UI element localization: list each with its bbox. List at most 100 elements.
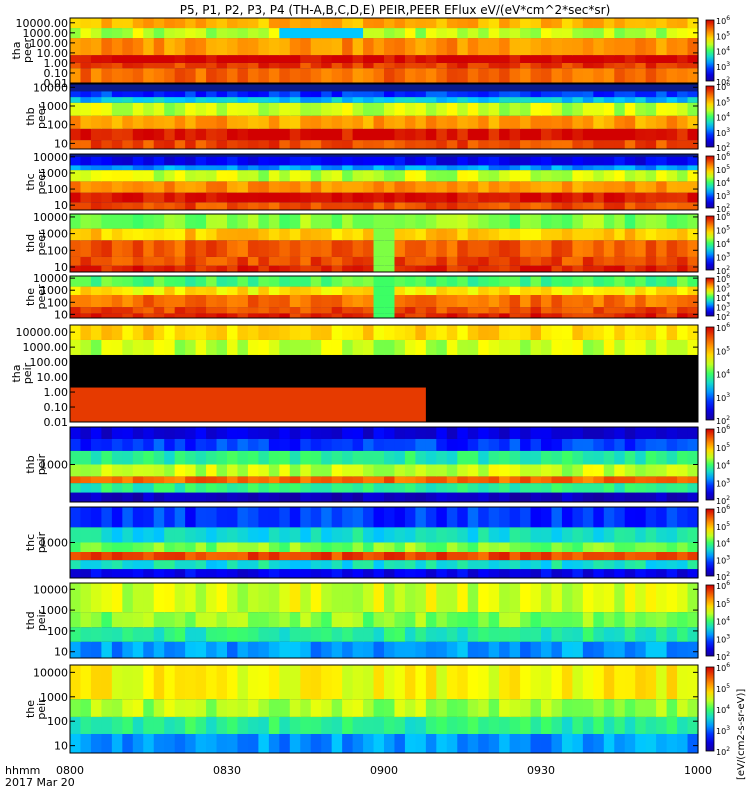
spectrogram-cell [436, 527, 448, 543]
spectrogram-cell [488, 560, 500, 570]
spectrogram-cell [541, 165, 553, 171]
spectrogram-cell [227, 18, 239, 29]
spectrogram-cell [80, 492, 92, 502]
spectrogram-cell [645, 492, 657, 502]
spectrogram-cell [572, 192, 584, 203]
spectrogram-cell [425, 128, 437, 141]
spectrogram-cell [111, 492, 123, 502]
spectrogram-cell [122, 128, 134, 141]
spectrogram-cell [467, 492, 479, 502]
spectrogram-cell [561, 62, 573, 69]
spectrogram-cell [415, 733, 427, 753]
spectrogram-cell [436, 627, 448, 642]
colorbar-tick-label: 105 [716, 683, 730, 694]
spectrogram-cell [394, 102, 406, 116]
spectrogram-cell [436, 181, 448, 193]
spectrogram-cell [394, 68, 406, 83]
spectrogram-cell [195, 170, 207, 182]
spectrogram-cell [687, 240, 699, 257]
spectrogram-cell [645, 181, 657, 193]
spectrogram-cell [499, 612, 511, 628]
spectrogram-cell [404, 325, 416, 340]
spectrogram-cell [321, 256, 333, 266]
spectrogram-cell [551, 464, 563, 477]
spectrogram-cell [404, 733, 416, 753]
spectrogram-cell [111, 569, 123, 578]
spectrogram-cell [467, 228, 479, 241]
spectrogram-cell [425, 427, 437, 439]
spectrogram-cell [645, 507, 657, 528]
spectrogram-cell [195, 450, 207, 465]
spectrogram-cell [593, 427, 605, 439]
spectrogram-cell [195, 165, 207, 171]
spectrogram-cell [603, 612, 615, 628]
spectrogram-cell [321, 438, 333, 451]
spectrogram-cell [467, 240, 479, 257]
spectrogram-cell [363, 527, 375, 543]
spectrogram-cell [425, 716, 437, 734]
spectrogram-cell [90, 560, 102, 570]
spectrogram-cell [582, 716, 594, 734]
spectrogram-cell [237, 276, 249, 287]
spectrogram-cell [247, 55, 259, 63]
spectrogram-cell [237, 733, 249, 753]
spectrogram-cell [635, 128, 647, 141]
spectrogram-cell [572, 91, 584, 98]
spectrogram-cell [363, 295, 375, 308]
spectrogram-cell [624, 18, 636, 29]
spectrogram-cell [373, 295, 385, 308]
spectrogram-cell [394, 28, 406, 39]
spectrogram-cell [143, 627, 155, 642]
spectrogram-cell [614, 165, 626, 171]
spectrogram-cell [457, 438, 469, 451]
spectrogram-cell [247, 62, 259, 69]
spectrogram-cell [101, 569, 113, 578]
spectrogram-cell [195, 476, 207, 484]
spectrogram-cell [394, 140, 406, 149]
spectrogram-cell [310, 115, 322, 129]
spectrogram-cell [645, 91, 657, 98]
spectrogram-cell [321, 18, 333, 29]
spectrogram-cell [206, 507, 218, 528]
spectrogram-cell [509, 18, 521, 29]
spectrogram-cell [520, 202, 532, 210]
spectrogram-cell [331, 427, 343, 439]
spectrogram-cell [446, 464, 458, 477]
spectrogram-cell [164, 128, 176, 141]
spectrogram-cell [666, 28, 678, 39]
spectrogram-cell [541, 91, 553, 98]
spectrogram-cell [153, 569, 165, 578]
spectrogram-cell [541, 128, 553, 141]
spectrogram-cell [656, 313, 668, 318]
y-tick-label: 10.00 [37, 47, 69, 60]
spectrogram-cell [268, 214, 280, 229]
spectrogram-cell [289, 733, 301, 753]
spectrogram-cell [677, 165, 689, 171]
spectrogram-cell [132, 627, 144, 642]
spectrogram-cell [206, 18, 218, 29]
spectrogram-cell [425, 62, 437, 69]
spectrogram-cell [582, 256, 594, 266]
colorbar [705, 85, 715, 148]
spectrogram-cell [90, 483, 102, 493]
spectrogram-cell [624, 140, 636, 149]
spectrogram-cell [227, 483, 239, 493]
spectrogram-cell [237, 699, 249, 717]
spectrogram-cell [624, 476, 636, 484]
spectrogram-cell [122, 62, 134, 69]
spectrogram-cell [331, 28, 343, 39]
spectrogram-cell [384, 240, 396, 257]
spectrogram-cell [593, 102, 605, 116]
spectrogram-cell [582, 583, 594, 613]
panel-ylabel: thc [24, 534, 37, 551]
spectrogram-cell [457, 228, 469, 241]
colorbar-tick-label: 102 [716, 746, 730, 757]
spectrogram-cell [153, 716, 165, 734]
spectrogram-cell [164, 560, 176, 570]
spectrogram-cell [520, 483, 532, 493]
spectrogram-cell [363, 560, 375, 570]
spectrogram-cell [509, 325, 521, 340]
spectrogram-cell [289, 128, 301, 141]
spectrogram-cell [446, 165, 458, 171]
